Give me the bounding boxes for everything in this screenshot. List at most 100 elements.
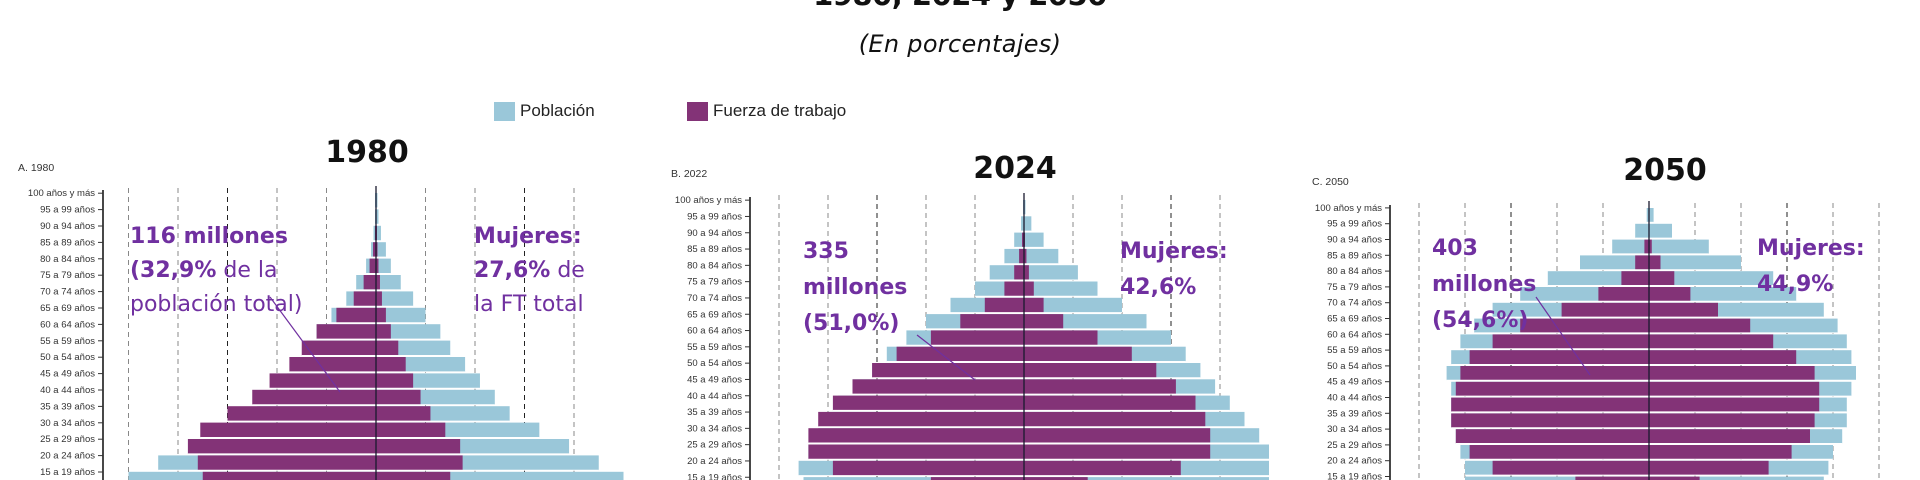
y-tick-label: 45 a 49 años [1327, 377, 1382, 388]
y-tick-label: 20 a 24 años [1327, 456, 1382, 467]
bar-poblacion-hombres [1580, 255, 1649, 270]
y-tick-label: 30 a 34 años [687, 423, 742, 434]
bar-fuerza-trabajo-mujeres [1649, 255, 1661, 270]
y-tick-label: 15 a 19 años [1327, 472, 1382, 480]
panel-year-title: 1980 [325, 135, 409, 170]
y-tick-label: 40 a 44 años [40, 385, 95, 396]
bar-poblacion-mujeres [1649, 239, 1709, 254]
annotation-leader-line [1535, 296, 1591, 376]
annotation-labor-force-total: (54,6%) [1432, 308, 1528, 333]
bar-poblacion-mujeres [376, 307, 426, 323]
y-tick-label: 50 a 54 años [40, 352, 95, 363]
bar-fuerza-trabajo-hombres [301, 340, 376, 356]
bar-fuerza-trabajo-hombres [1014, 265, 1024, 280]
bar-fuerza-trabajo-mujeres [1649, 271, 1675, 286]
y-tick-label: 35 a 39 años [687, 407, 742, 418]
bar-fuerza-trabajo-hombres [1621, 271, 1649, 286]
annotation-labor-force-total: 403 [1432, 236, 1478, 261]
annotation-women-share: Mujeres: [1757, 236, 1865, 261]
y-tick-label: 100 años y más [675, 195, 742, 206]
bar-fuerza-trabajo-hombres [960, 314, 1024, 329]
y-tick-label: 15 a 19 años [40, 467, 95, 478]
y-tick-label: 75 a 79 años [1327, 282, 1382, 293]
y-tick-label: 25 a 29 años [1327, 440, 1382, 451]
bar-fuerza-trabajo-hombres [852, 379, 1024, 395]
bar-fuerza-trabajo-hombres [984, 297, 1024, 313]
bar-fuerza-trabajo-hombres [1575, 476, 1649, 480]
bar-fuerza-trabajo-hombres [200, 422, 376, 438]
y-tick-label: 60 a 64 años [40, 319, 95, 330]
bar-fuerza-trabajo-hombres [1520, 318, 1649, 333]
bar-fuerza-trabajo-hombres [930, 477, 1024, 480]
bar-fuerza-trabajo-mujeres [376, 439, 461, 454]
legend-label-fuerza-de-trabajo: Fuerza de trabajo [713, 101, 847, 120]
bar-poblacion-mujeres [1024, 477, 1269, 480]
bar-fuerza-trabajo-hombres [1635, 255, 1649, 270]
y-tick-label: 50 a 54 años [1327, 361, 1382, 372]
bar-poblacion-mujeres [376, 275, 401, 290]
y-tick-label: 95 a 99 años [687, 211, 742, 222]
y-tick-label: 60 a 64 años [1327, 329, 1382, 340]
y-tick-label: 65 a 69 años [40, 303, 95, 314]
bar-fuerza-trabajo-hombres [316, 324, 376, 340]
bar-poblacion-mujeres [376, 225, 381, 241]
bar-fuerza-trabajo-mujeres [1649, 302, 1718, 318]
y-tick-label: 75 a 79 años [40, 270, 95, 281]
bar-poblacion-mujeres [1024, 216, 1032, 232]
annotation-text: Mujeres: [474, 224, 582, 249]
bar-poblacion-hombres [1021, 216, 1024, 232]
bar-fuerza-trabajo-hombres [1469, 350, 1649, 365]
bar-poblacion-mujeres [376, 242, 386, 258]
bar-fuerza-trabajo-mujeres [1649, 397, 1820, 412]
bar-fuerza-trabajo-mujeres [1649, 334, 1774, 349]
bar-fuerza-trabajo-hombres [832, 460, 1024, 476]
bar-fuerza-trabajo-mujeres [376, 307, 386, 323]
annotation-text: 403 [1432, 236, 1478, 261]
y-tick-label: 40 a 44 años [687, 391, 742, 402]
bar-fuerza-trabajo-mujeres [1024, 314, 1064, 329]
bar-fuerza-trabajo-hombres [818, 411, 1024, 427]
legend-item-poblacion: Población [494, 101, 595, 121]
bar-poblacion-mujeres [1024, 265, 1078, 280]
annotation-women-share: 27,6% de [474, 258, 585, 283]
bar-poblacion-hombres [803, 477, 1024, 480]
bar-fuerza-trabajo-mujeres [376, 291, 382, 307]
y-tick-label: 70 a 74 años [40, 287, 95, 298]
chart-title: 1980, 2024 y 2050 [0, 0, 1920, 12]
panel-year-title: 2024 [973, 151, 1057, 186]
bar-fuerza-trabajo-mujeres [376, 422, 446, 438]
bar-fuerza-trabajo-mujeres [1649, 445, 1792, 460]
bar-fuerza-trabajo-mujeres [376, 324, 391, 340]
bar-fuerza-trabajo-mujeres [1024, 411, 1206, 427]
y-tick-label: 45 a 49 años [40, 369, 95, 380]
bar-fuerza-trabajo-mujeres [1649, 460, 1769, 476]
bar-fuerza-trabajo-hombres [373, 242, 376, 258]
bar-fuerza-trabajo-hombres [289, 357, 376, 372]
bar-poblacion-mujeres [1649, 255, 1741, 270]
bar-fuerza-trabajo-hombres [353, 291, 376, 307]
bar-poblacion-hombres [373, 225, 376, 241]
bar-poblacion-mujeres [376, 324, 441, 340]
bar-fuerza-trabajo-mujeres [1024, 330, 1098, 346]
annotation-text: 27,6% [474, 258, 550, 283]
y-tick-label: 35 a 39 años [40, 401, 95, 412]
bar-fuerza-trabajo-mujeres [376, 242, 378, 258]
annotation-labor-force-total: (51,0%) [803, 311, 899, 336]
bar-poblacion-mujeres [1024, 281, 1098, 297]
y-tick-label: 80 a 84 años [687, 260, 742, 271]
bar-fuerza-trabajo-mujeres [1024, 395, 1196, 411]
y-tick-label: 95 a 99 años [1327, 219, 1382, 230]
bar-fuerza-trabajo-hombres [363, 275, 376, 290]
annotation-text: de [550, 258, 585, 283]
y-tick-label: 95 a 99 años [40, 205, 95, 216]
bar-fuerza-trabajo-mujeres [1024, 346, 1132, 362]
bar-fuerza-trabajo-mujeres [1024, 248, 1027, 264]
bar-poblacion-mujeres [1649, 476, 1824, 480]
y-tick-label: 40 a 44 años [1327, 393, 1382, 404]
bar-fuerza-trabajo-hombres [1022, 232, 1024, 248]
bar-poblacion-mujeres [376, 291, 414, 307]
y-tick-label: 80 a 84 años [1327, 266, 1382, 277]
annotation-labor-force-total: 116 millones [130, 224, 288, 249]
